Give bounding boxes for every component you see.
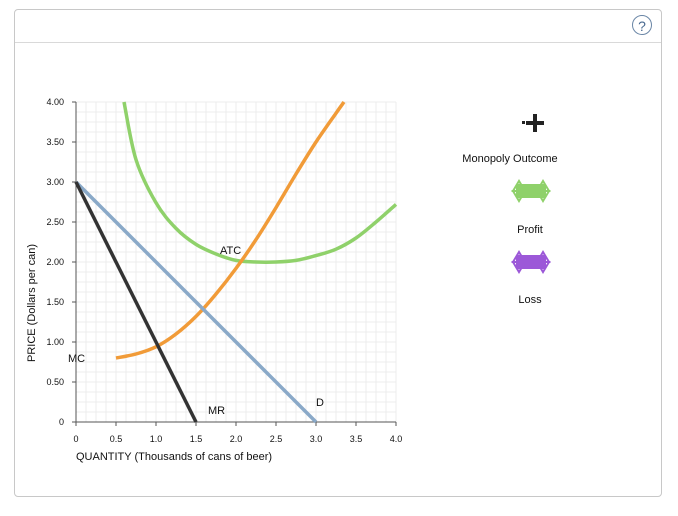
y-tick-label: 2.00 [46,257,64,267]
x-tick-label: 2.5 [270,434,283,444]
x-tick-label: 1.5 [190,434,203,444]
monopoly-outcome-tool[interactable]: Monopoly Outcome [462,114,558,165]
y-tick-label: 0.50 [46,377,64,387]
y-tick-label: 1.00 [46,337,64,347]
y-tick-label: 2.50 [46,217,64,227]
panel-toolbar: ? [15,10,661,43]
y-tick-label: 3.00 [46,177,64,187]
curve-label-d: D [316,397,324,409]
cross-marker-icon [522,114,544,132]
series-mr-curve[interactable] [74,181,198,423]
x-tick-label: 2.0 [230,434,243,444]
legend: Monopoly Outcome Profit Loss [462,114,558,306]
legend-label-profit: Profit [517,224,543,236]
y-tick-label: 0 [59,417,64,427]
y-tick-label: 1.50 [46,297,64,307]
profit-tool[interactable]: Profit [511,179,551,236]
x-axis-label: QUANTITY (Thousands of cans of beer) [76,451,272,463]
purple-rectangle-icon [511,250,551,274]
series-d-curve[interactable] [74,180,318,424]
green-rectangle-icon [511,179,551,203]
series-atc-curve[interactable] [122,101,398,264]
legend-label-monopoly-outcome: Monopoly Outcome [462,153,557,165]
curve-label-atc: ATC [220,245,241,257]
x-tick-label: 0.5 [110,434,123,444]
x-tick-label: 1.0 [150,434,163,444]
problem-panel: ? [14,9,662,497]
y-tick-label: 4.00 [46,97,64,107]
curve-label-mr: MR [208,405,225,417]
x-tick-label: 3.5 [350,434,363,444]
chart-labels: ATC MC D MR [68,245,324,417]
loss-tool[interactable]: Loss [511,250,551,306]
y-axis-label: PRICE (Dollars per can) [26,244,38,362]
x-tick-label: 4.0 [390,434,403,444]
series-mc-curve[interactable] [115,100,346,360]
curve-label-mc: MC [68,353,85,365]
x-tick-label: 3.0 [310,434,323,444]
chart-series[interactable] [74,100,398,424]
chart-axes: 0 0.5 1.0 1.5 2.0 2.5 3.0 3.5 4.000.501.001.502.… [46,97,402,444]
x-tick-label: 0 [73,434,78,444]
help-button[interactable]: ? [632,15,652,35]
legend-label-loss: Loss [518,294,542,306]
y-tick-label: 3.50 [46,137,64,147]
